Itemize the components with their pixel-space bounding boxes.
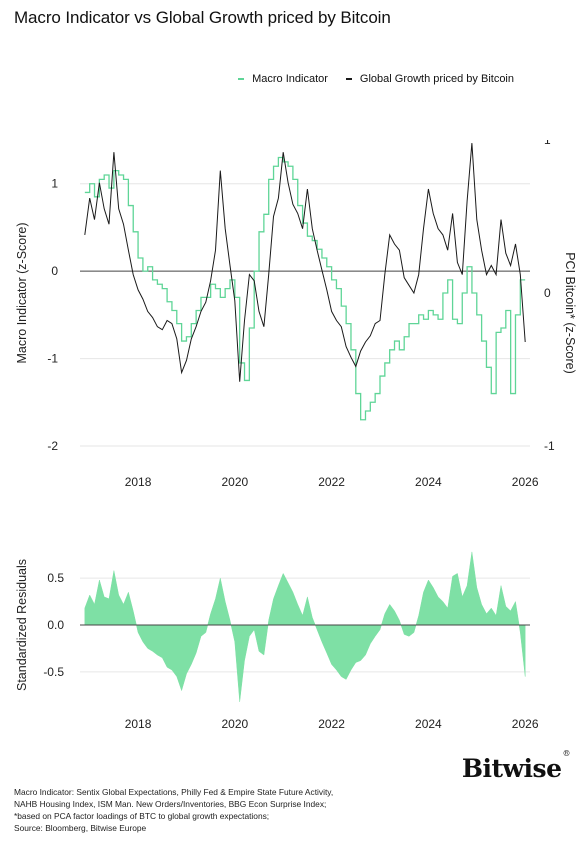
residuals-chart: 0.5 0.0 -0.5 2018 2020 2022 2024 2026 Standardiz…	[15, 551, 539, 731]
brand-logo: Bitwise®	[461, 749, 571, 783]
footnote-line: *based on PCA factor loadings of BTC to …	[14, 811, 270, 821]
y-axis-label: Standardized Residuals	[15, 559, 29, 691]
y2-axis-label: PCI Bitcoin* (z-Score)	[563, 252, 577, 374]
footnote-line: Macro Indicator: Sentix Global Expectati…	[14, 787, 334, 797]
x-tick-label: 2018	[125, 475, 152, 489]
brand-name: Bitwise	[461, 754, 562, 783]
y-tick-label: -2	[47, 439, 58, 453]
legend-swatch-macro	[238, 78, 245, 80]
footnote-line: Source: Bloomberg, Bitwise Europe	[14, 823, 147, 833]
y2-tick-label: 1	[544, 140, 551, 147]
y-axis-label: Macro Indicator (z-Score)	[15, 222, 29, 363]
main-chart: 1 0 -1 -2 1 0 -1 2018 2020 2022 2024 2026 Macro Indi…	[15, 140, 577, 489]
series-global-growth	[84, 143, 526, 382]
brand-registered-mark: ®	[562, 748, 571, 758]
legend-label-growth: Global Growth priced by Bitcoin	[359, 73, 514, 85]
series-residuals-area	[84, 551, 526, 702]
y-tick-label: -0.5	[43, 665, 64, 679]
x-tick-label: 2018	[125, 717, 152, 731]
legend-swatch-growth	[345, 78, 352, 80]
y2-tick-label: -1	[544, 439, 555, 453]
legend-label-macro: Macro Indicator	[252, 73, 328, 85]
chart-legend: Macro Indicator Global Growth priced by …	[238, 73, 514, 85]
x-tick-label: 2024	[415, 475, 442, 489]
chart-title: Macro Indicator vs Global Growth priced …	[14, 8, 391, 27]
x-tick-label: 2020	[221, 717, 248, 731]
y-tick-label: 0	[51, 264, 58, 278]
y-tick-label: -1	[47, 352, 58, 366]
legend-item-macro: Macro Indicator	[238, 73, 328, 85]
x-tick-label: 2026	[512, 717, 539, 731]
x-tick-label: 2020	[221, 475, 248, 489]
x-tick-label: 2022	[318, 717, 345, 731]
y-tick-label: 0.5	[47, 571, 64, 585]
y2-tick-label: 0	[544, 286, 551, 300]
footnote: Macro Indicator: Sentix Global Expectati…	[14, 786, 333, 834]
x-tick-label: 2022	[318, 475, 345, 489]
y-tick-label: 0.0	[47, 618, 64, 632]
y-tick-label: 1	[51, 177, 58, 191]
footnote-line: NAHB Housing Index, ISM Man. New Orders/…	[14, 799, 327, 809]
series-macro-indicator	[84, 156, 526, 421]
x-tick-label: 2026	[512, 475, 539, 489]
x-tick-label: 2024	[415, 717, 442, 731]
legend-item-growth: Global Growth priced by Bitcoin	[345, 73, 514, 85]
